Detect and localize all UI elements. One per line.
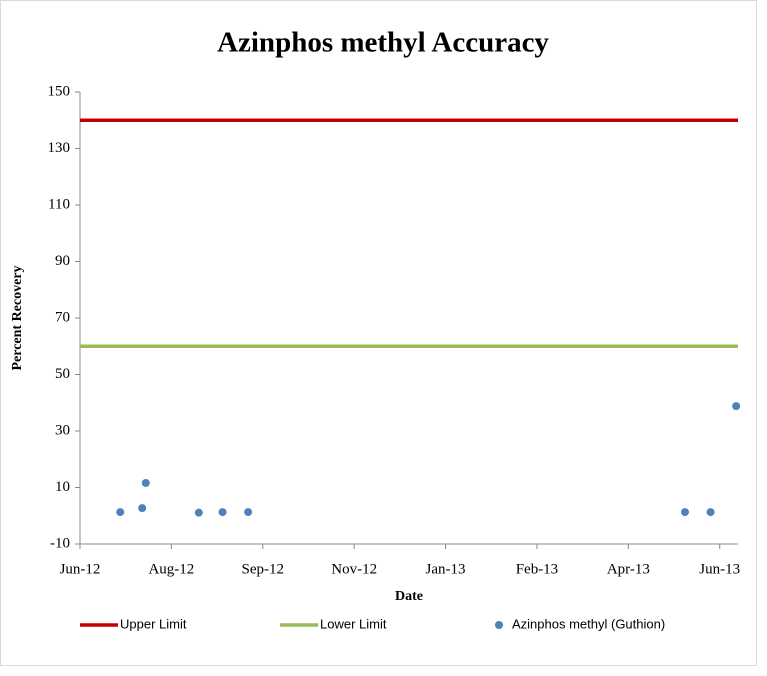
y-tick-label: 30: [55, 422, 70, 438]
legend-label: Upper Limit: [120, 616, 187, 631]
data-point: [706, 508, 715, 517]
legend-label: Lower Limit: [320, 616, 387, 631]
legend-swatch: [495, 621, 503, 629]
data-point: [680, 508, 689, 517]
y-axis-label: Percent Recovery: [10, 265, 25, 370]
y-tick-label: 130: [48, 140, 71, 156]
x-tick-label: Jun-13: [699, 561, 740, 577]
y-tick-label: 110: [48, 196, 70, 212]
y-tick-label: -10: [50, 535, 70, 551]
data-point: [732, 402, 741, 411]
y-tick-label: 10: [55, 479, 70, 495]
x-tick-label: Sep-12: [242, 561, 285, 577]
data-point: [138, 504, 147, 513]
chart-border: [0, 0, 757, 666]
legend-label: Azinphos methyl (Guthion): [512, 616, 665, 631]
x-tick-label: Apr-13: [607, 561, 650, 577]
data-point: [244, 508, 253, 517]
x-tick-label: Nov-12: [331, 561, 377, 577]
data-point: [194, 508, 203, 517]
y-tick-label: 70: [55, 309, 70, 325]
x-tick-label: Aug-12: [148, 561, 194, 577]
x-tick-label: Jan-13: [426, 561, 466, 577]
chart-title: Azinphos methyl Accuracy: [217, 27, 549, 59]
y-tick-label: 50: [55, 366, 70, 382]
y-tick-label: 90: [55, 253, 70, 269]
x-tick-label: Jun-12: [60, 561, 101, 577]
data-point: [218, 508, 227, 517]
data-point: [141, 478, 150, 487]
x-tick-label: Feb-13: [516, 561, 559, 577]
x-axis-label: Date: [395, 589, 423, 604]
y-tick-label: 150: [48, 83, 71, 99]
legend: Upper Limit Lower Limit Azinphos methyl (G…: [80, 616, 665, 631]
data-point: [116, 508, 125, 517]
